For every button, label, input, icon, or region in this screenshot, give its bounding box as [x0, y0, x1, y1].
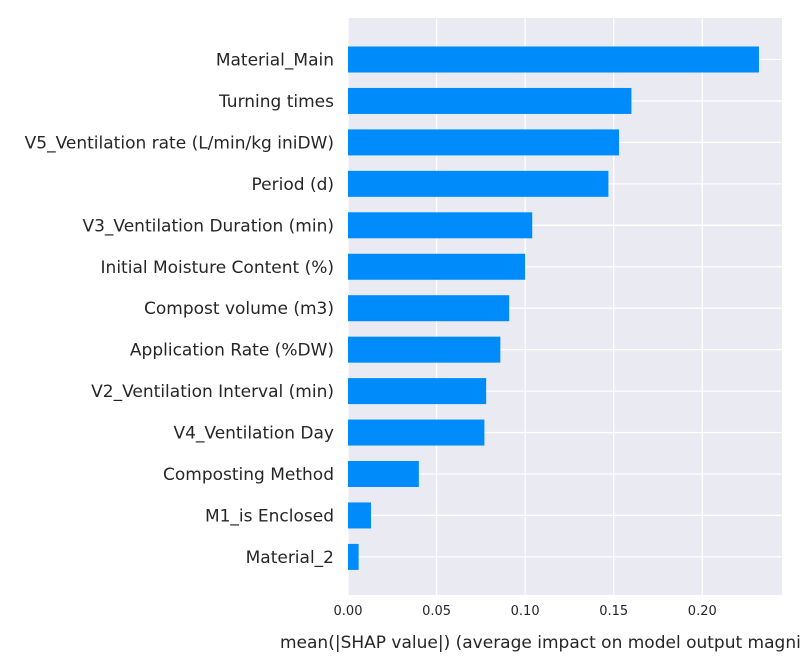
bar [348, 543, 359, 570]
x-tick-label: 0.00 [334, 604, 363, 619]
category-label: Material_2 [246, 548, 334, 568]
bar [348, 129, 620, 156]
category-label: Application Rate (%DW) [130, 341, 334, 361]
category-label: Turning times [218, 92, 334, 112]
bar [348, 295, 510, 322]
category-label: M1_is Enclosed [205, 506, 334, 526]
bar [348, 378, 487, 405]
category-label: V5_Ventilation rate (L/min/kg iniDW) [25, 133, 334, 153]
x-tick-labels: 0.00 0.05 0.10 0.15 0.20 [334, 604, 717, 619]
bar [348, 502, 372, 529]
bar [348, 336, 501, 363]
x-tick-label: 0.10 [511, 604, 540, 619]
x-axis-label: mean(|SHAP value|) (average impact on mo… [280, 633, 800, 653]
category-label: Compost volume (m3) [144, 299, 334, 319]
bars [348, 46, 759, 570]
category-label: Composting Method [163, 465, 334, 485]
category-label: V2_Ventilation Interval (min) [91, 382, 334, 402]
category-labels: Material_Main Turning times V5_Ventilation… [25, 51, 334, 568]
category-label: Material_Main [216, 51, 334, 71]
x-tick-label: 0.15 [599, 604, 628, 619]
bar [348, 419, 485, 446]
bar [348, 253, 526, 280]
x-tick-label: 0.20 [688, 604, 717, 619]
category-label: V4_Ventilation Day [173, 424, 334, 444]
category-label: Period (d) [252, 175, 334, 195]
bar [348, 461, 419, 487]
bar [348, 87, 632, 114]
bar [348, 170, 609, 197]
category-label: V3_Ventilation Duration (min) [82, 216, 334, 236]
bar [348, 212, 533, 239]
x-tick-label: 0.05 [422, 604, 451, 619]
bar [348, 46, 759, 73]
category-label: Initial Moisture Content (%) [101, 258, 334, 278]
